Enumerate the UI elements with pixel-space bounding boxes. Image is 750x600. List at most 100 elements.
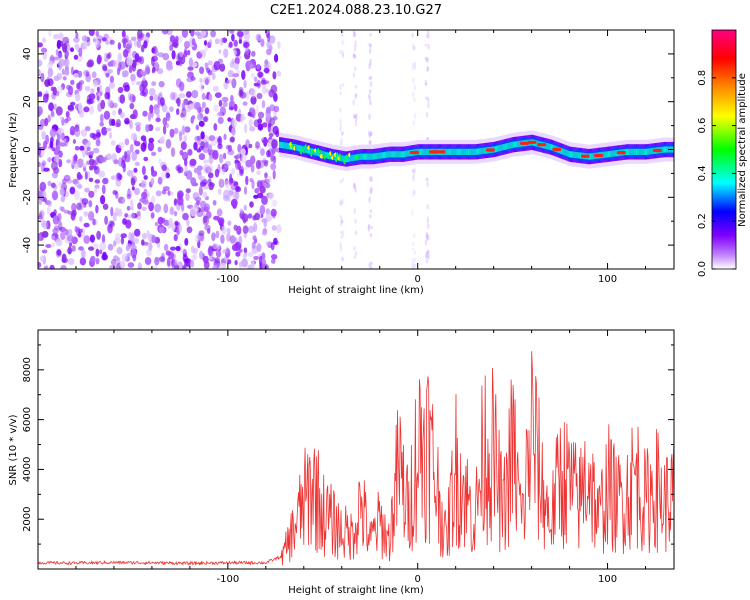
streak-dot — [427, 255, 430, 260]
noise-speckle — [71, 245, 76, 252]
noise-speckle — [207, 69, 213, 76]
signal-core — [371, 153, 373, 160]
streak-dot — [427, 43, 430, 50]
streak-dot — [412, 168, 415, 174]
noise-speckle — [178, 224, 183, 233]
noise-speckle — [50, 110, 55, 117]
noise-speckle — [216, 208, 223, 217]
noise-speckle — [88, 246, 95, 251]
signal-core — [569, 151, 572, 158]
signal-core — [361, 153, 364, 160]
signal-core — [503, 144, 505, 151]
noise-speckle — [191, 115, 196, 120]
noise-speckle — [59, 116, 64, 121]
noise-speckle — [247, 251, 254, 258]
noise-speckle — [213, 104, 219, 112]
noise-speckle — [99, 249, 103, 255]
noise-speckle — [204, 107, 210, 115]
noise-speckle — [178, 35, 183, 43]
noise-speckle — [102, 65, 108, 72]
signal-core — [364, 153, 367, 160]
signal-core — [449, 148, 451, 155]
signal-core — [625, 148, 628, 156]
noise-speckle — [149, 104, 154, 114]
noise-speckle — [196, 200, 201, 206]
colorbar-tick-label: 0.8 — [697, 70, 708, 86]
signal-core — [577, 152, 579, 159]
noise-speckle — [70, 79, 75, 86]
noise-speckle — [39, 181, 47, 192]
noise-speckle — [80, 158, 84, 164]
noise-speckle — [39, 212, 43, 218]
noise-speckle — [145, 124, 150, 133]
noise-speckle — [148, 88, 156, 96]
noise-speckle — [190, 259, 195, 268]
noise-speckle — [128, 231, 132, 242]
signal-core — [385, 151, 387, 158]
noise-speckle — [53, 209, 57, 216]
signal-core — [300, 145, 302, 152]
noise-speckle — [150, 177, 155, 185]
signal-core — [563, 149, 566, 156]
signal-core — [480, 148, 482, 155]
noise-speckle — [198, 120, 205, 127]
noise-speckle — [265, 30, 270, 39]
noise-speckle — [53, 103, 57, 111]
streak-dot — [353, 114, 357, 119]
signal-core — [418, 148, 421, 155]
noise-speckle — [114, 232, 121, 240]
noise-speckle — [241, 154, 247, 164]
noise-speckle — [232, 73, 240, 78]
noise-speckle — [143, 156, 149, 162]
signal-core — [589, 153, 592, 160]
noise-speckle — [227, 117, 232, 122]
noise-speckle — [43, 167, 50, 172]
streak-dot — [369, 81, 373, 88]
signal-core — [341, 155, 344, 162]
noise-speckle — [46, 206, 51, 216]
noise-speckle — [241, 70, 246, 80]
noise-speckle — [142, 199, 150, 205]
noise-speckle — [249, 201, 254, 208]
noise-speckle — [40, 218, 46, 228]
noise-speckle — [268, 132, 274, 138]
spectrogram-y-label: Frequency (Hz) — [8, 112, 19, 188]
signal-core — [647, 148, 649, 155]
noise-speckle — [233, 49, 237, 56]
noise-speckle — [185, 170, 193, 180]
noise-speckle — [136, 39, 142, 49]
noise-speckle — [197, 239, 201, 249]
noise-speckle — [104, 57, 109, 63]
noise-speckle — [78, 102, 83, 112]
signal-core — [640, 148, 643, 155]
noise-speckle — [254, 212, 260, 221]
noise-speckle — [38, 142, 41, 147]
noise-speckle — [129, 119, 133, 130]
noise-speckle — [60, 206, 65, 212]
noise-speckle — [55, 90, 60, 97]
noise-speckle — [56, 85, 64, 94]
streak-dot — [412, 120, 416, 126]
noise-speckle — [162, 52, 170, 61]
streak-dot — [425, 251, 429, 255]
noise-speckle — [178, 131, 183, 142]
signal-core — [308, 147, 311, 154]
streak-dot — [339, 107, 342, 113]
noise-speckle — [179, 81, 185, 92]
colorbar: 0.0 0.2 0.4 0.6 0.8 Normalized spectral ampl… — [697, 29, 748, 277]
noise-speckle — [242, 225, 249, 234]
noise-speckle — [126, 39, 133, 50]
signal-core — [282, 142, 284, 149]
noise-speckle — [155, 127, 161, 132]
signal-core — [452, 148, 455, 155]
noise-speckle — [137, 202, 142, 210]
signal-core — [296, 144, 298, 151]
noise-speckle — [251, 50, 256, 57]
signal-core — [511, 141, 514, 149]
noise-speckle — [243, 80, 247, 89]
signal-core — [484, 147, 486, 154]
noise-speckle — [202, 116, 208, 122]
snr-y-tick-label: 6000 — [22, 407, 33, 432]
noise-speckle — [229, 235, 236, 244]
signal-core — [482, 147, 484, 154]
